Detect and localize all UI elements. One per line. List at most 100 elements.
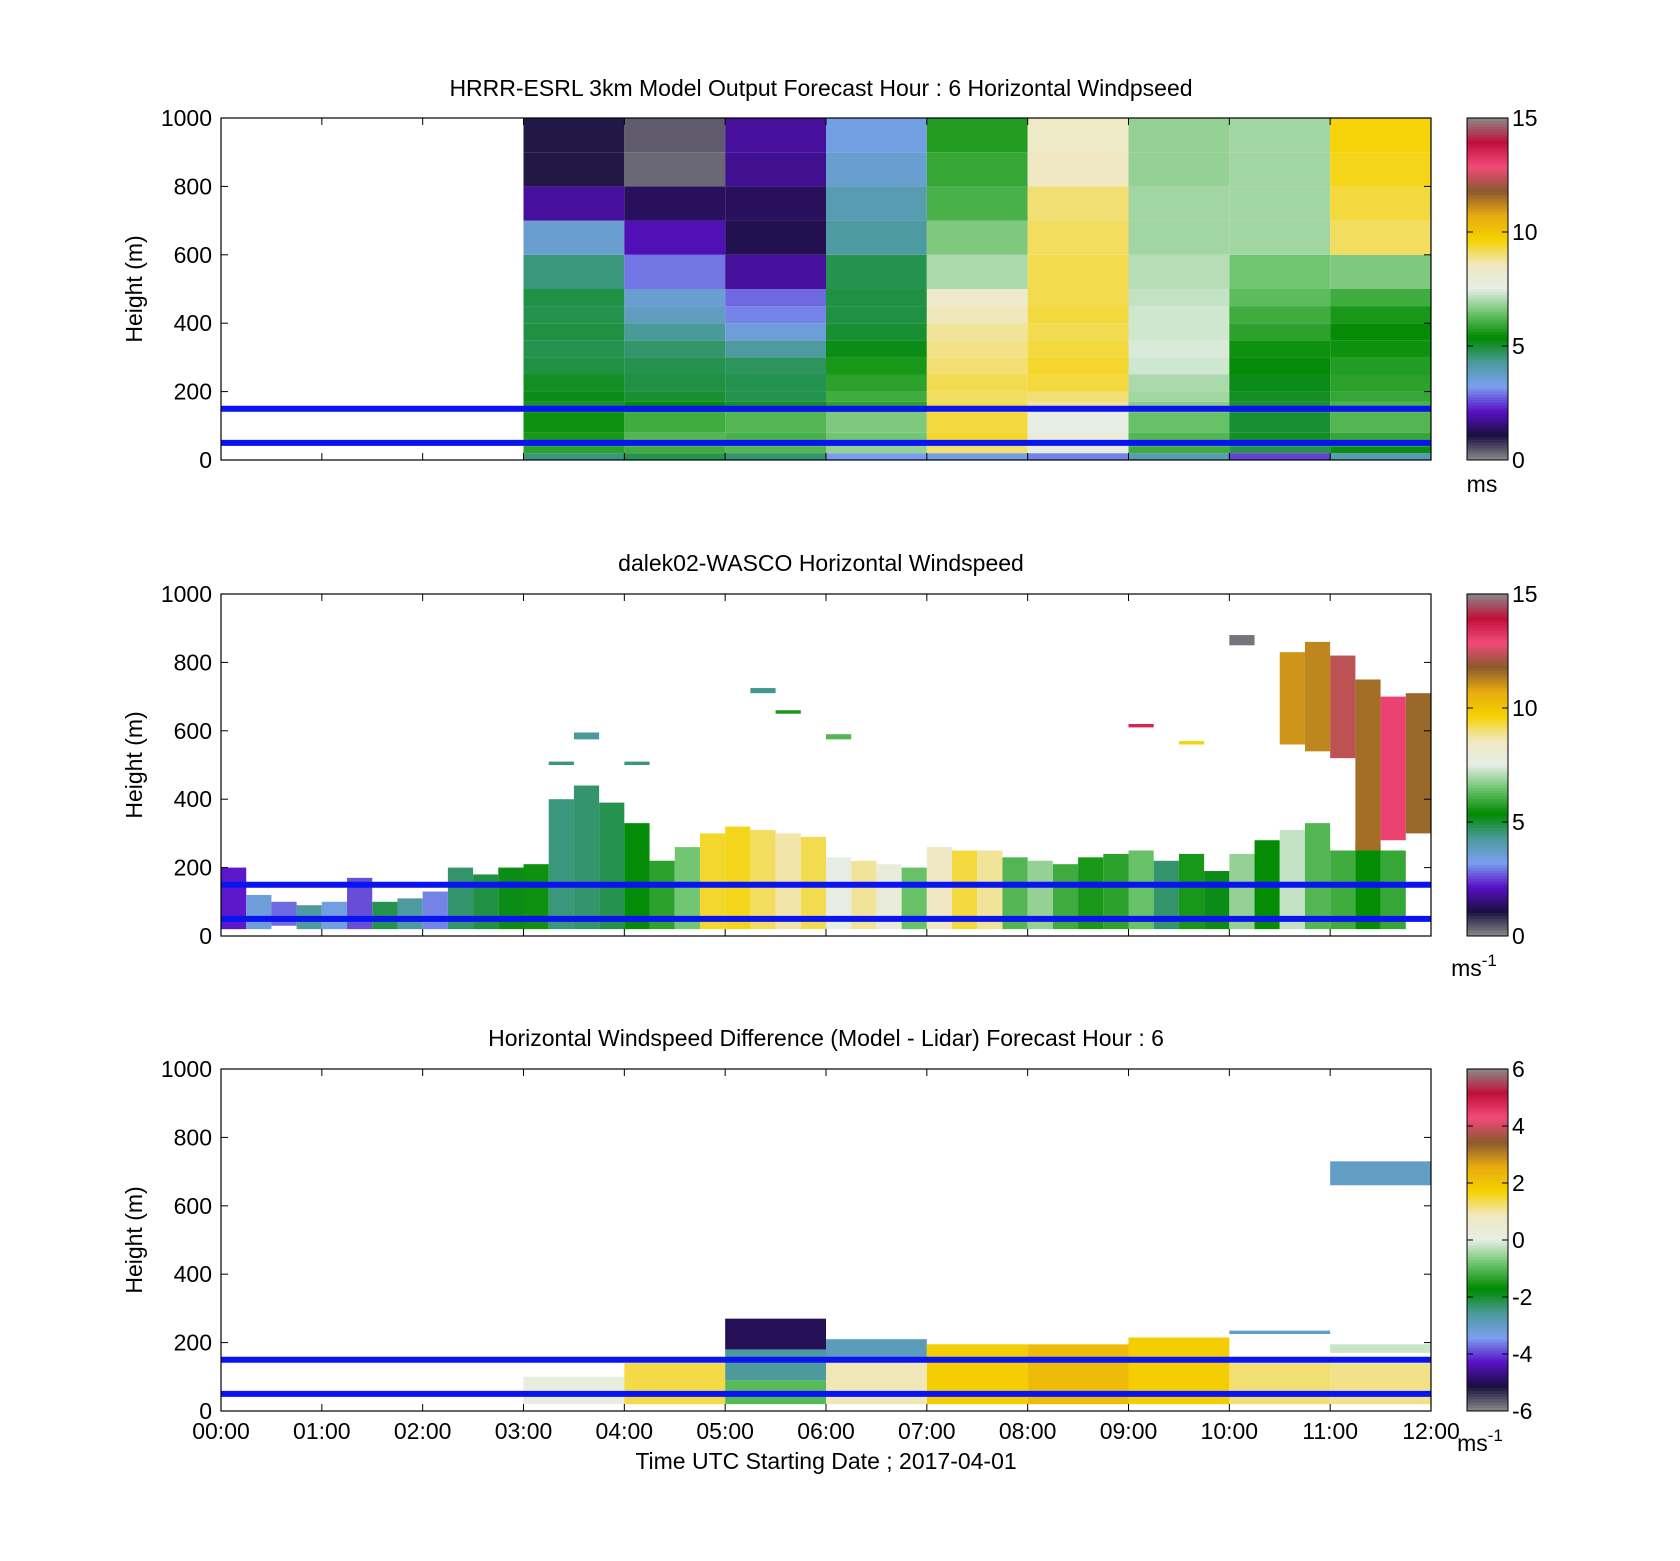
x-tick-label: 09:00: [1100, 1418, 1158, 1444]
y-tick-label: 0: [199, 1398, 212, 1424]
heatmap-cell: [1330, 412, 1431, 433]
panel-lidar-colorbar: 0 5 10 15: [1466, 581, 1538, 949]
colorbar-segment: [1467, 696, 1508, 700]
colorbar-segment: [1467, 1085, 1508, 1089]
colorbar-segment: [1467, 849, 1508, 854]
colorbar-segment: [1467, 1071, 1508, 1075]
colorbar-segment: [1467, 1114, 1508, 1118]
colorbar-segment: [1467, 1159, 1508, 1164]
colorbar-segment: [1467, 1262, 1508, 1266]
heatmap-cell: [926, 847, 953, 930]
colorbar-segment: [1467, 1196, 1508, 1201]
heatmap-cell: [725, 374, 826, 392]
heatmap-cell: [422, 891, 448, 930]
colorbar-segment: [1467, 1387, 1508, 1392]
heatmap-cell: [926, 374, 1028, 392]
x-tick-label: 08:00: [999, 1418, 1057, 1444]
heatmap-cell: [1128, 186, 1230, 221]
colorbar-segment: [1467, 316, 1508, 321]
panel-lidar-title: dalek02-WASCO Horizontal Windspeed: [618, 550, 1024, 576]
heatmap-cell: [624, 1363, 726, 1405]
heatmap-cell: [1128, 391, 1230, 402]
heatmap-cell: [1128, 118, 1230, 153]
colorbar-segment: [1467, 889, 1508, 894]
colorbar-segment: [1467, 1205, 1508, 1209]
colorbar-segment: [1467, 633, 1508, 637]
colorbar-segment: [1467, 1245, 1508, 1249]
colorbar-segment: [1467, 1393, 1508, 1397]
colorbar-segment: [1467, 878, 1508, 882]
colorbar-segment: [1467, 339, 1508, 344]
heatmap-cell: [826, 1339, 927, 1360]
heatmap-cell: [725, 152, 826, 187]
colorbar-segment: [1467, 1176, 1508, 1181]
colorbar-segment: [1467, 1339, 1508, 1343]
heatmap-cell: [1128, 306, 1230, 324]
colorbar-segment: [1467, 191, 1508, 195]
heatmap-cell: [1229, 391, 1331, 402]
panel-model-reference-lines: [221, 405, 1431, 446]
heatmap-cell: [725, 306, 826, 324]
heatmap-cell: [523, 340, 625, 358]
heatmap-cell: [523, 289, 625, 307]
x-tick-label: 02:00: [394, 1418, 452, 1444]
heatmap-cell: [624, 761, 650, 765]
colorbar-segment: [1467, 157, 1508, 161]
heatmap-cell: [725, 412, 826, 433]
panel-difference-ylabel: Height (m): [121, 1186, 147, 1293]
colorbar-segment: [1467, 123, 1508, 127]
colorbar-segment: [1467, 217, 1508, 221]
colorbar-segment: [1467, 1173, 1508, 1178]
colorbar-segment: [1467, 208, 1508, 213]
heatmap-cell: [1330, 391, 1431, 402]
colorbar-segment: [1467, 733, 1508, 737]
colorbar-segment: [1467, 1285, 1508, 1289]
colorbar-segment: [1467, 758, 1508, 763]
colorbar-segment: [1467, 886, 1508, 891]
heatmap-cell: [926, 340, 1028, 358]
colorbar-segment: [1467, 684, 1508, 689]
y-tick-label: 200: [174, 379, 212, 405]
heatmap-cell: [775, 833, 801, 930]
colorbar-segment: [1467, 701, 1508, 706]
colorbar-segment: [1467, 1336, 1508, 1340]
heatmap-cell: [1128, 289, 1230, 307]
colorbar-segment: [1467, 1273, 1508, 1278]
heatmap-cell: [246, 894, 272, 930]
heatmap-cell: [826, 446, 927, 454]
colorbar-segment: [1467, 1222, 1508, 1226]
panel-difference-colorbar-unit: ms-1: [1457, 1426, 1503, 1456]
heatmap-cell: [699, 833, 726, 930]
colorbar-segment: [1467, 738, 1508, 743]
colorbar-segment: [1467, 393, 1508, 398]
heatmap-cell: [1229, 152, 1331, 187]
colorbar-segment: [1467, 1319, 1508, 1323]
colorbar-segment: [1467, 901, 1508, 905]
colorbar-segment: [1467, 1344, 1508, 1349]
heatmap-cell: [826, 254, 927, 289]
colorbar-segment: [1467, 168, 1508, 173]
colorbar-segment: [1467, 1379, 1508, 1383]
colorbar-segment: [1467, 670, 1508, 674]
colorbar-segment: [1467, 239, 1508, 244]
heatmap-cell: [1027, 374, 1129, 392]
colorbar-segment: [1467, 1401, 1508, 1406]
colorbar-segment: [1467, 314, 1508, 318]
colorbar-segment: [1467, 202, 1508, 207]
colorbar-segment: [1467, 795, 1508, 800]
colorbar-segment: [1467, 915, 1508, 919]
colorbar-segment: [1467, 832, 1508, 837]
heatmap-cell: [1330, 357, 1431, 375]
colorbar-segment: [1467, 428, 1508, 432]
colorbar-segment: [1467, 730, 1508, 734]
colorbar-segment: [1467, 924, 1508, 928]
colorbar-segment: [1467, 416, 1508, 421]
heatmap-cell: [826, 323, 927, 341]
colorbar-segment: [1467, 1290, 1508, 1295]
heatmap-cell: [624, 118, 726, 153]
heatmap-cell: [1229, 118, 1331, 153]
heatmap-cell: [523, 254, 625, 289]
colorbar-segment: [1467, 1082, 1508, 1087]
colorbar-segment: [1467, 1322, 1508, 1326]
heatmap-cell: [725, 391, 826, 402]
